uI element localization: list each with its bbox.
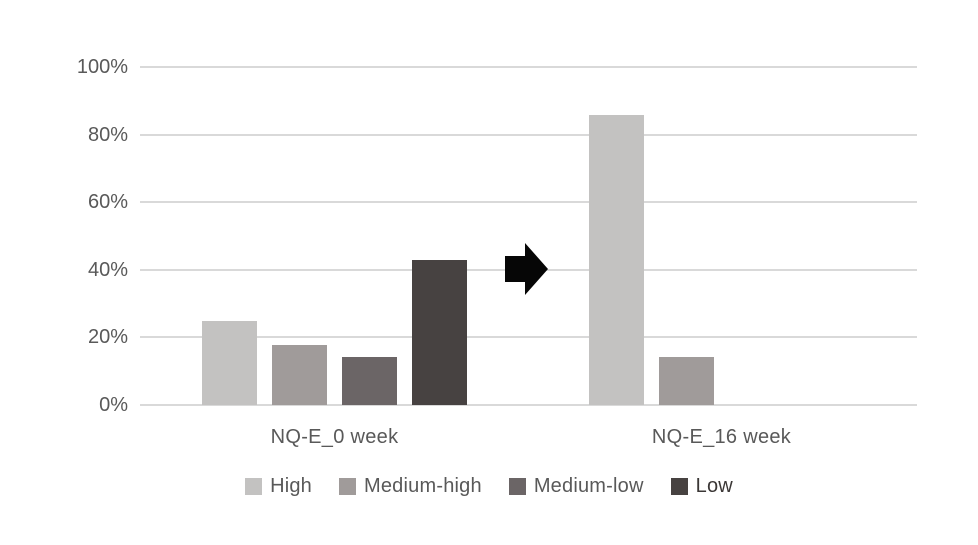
legend-item-high: High: [245, 475, 312, 498]
y-tick-label-40%: 40%: [87, 258, 128, 281]
y-tick-label-0%: 0%: [99, 394, 128, 416]
gridline-80%: [140, 133, 917, 136]
arrow-right-glyph: [505, 243, 548, 295]
y-tick-label-60%: 60%: [87, 191, 128, 214]
legend-swatch-high: [245, 478, 263, 495]
legend-item-low: Low: [670, 475, 733, 498]
bar-low-nq-e-0-week: [412, 260, 467, 405]
gridline-60%: [140, 201, 917, 204]
gridline-100%: [140, 66, 917, 68]
legend-swatch-medium-low: [508, 478, 526, 495]
legend-item-medium-low: Medium-low: [508, 475, 644, 498]
bar-medium-high-nq-e-16-week: [659, 356, 714, 405]
y-tick-label-80%: 80%: [87, 123, 128, 146]
legend-label-high: High: [270, 475, 312, 497]
bar-medium-low-nq-e-0-week: [342, 356, 397, 405]
y-tick-label-100%: 100%: [76, 56, 128, 78]
y-tick-label-20%: 20%: [87, 326, 128, 349]
legend-swatch-low: [670, 478, 688, 495]
plot-area: [140, 66, 917, 406]
legend-item-medium-high: Medium-high: [339, 475, 482, 498]
bar-high-nq-e-0-week: [202, 320, 257, 405]
legend-swatch-medium-high: [339, 478, 356, 495]
chart-legend: High Medium-high Medium-low Low: [0, 475, 978, 498]
x-category-label-0-week: NQ-E_0 week: [270, 426, 399, 448]
gridline-20%: [140, 336, 917, 339]
legend-label-low: Low: [695, 475, 733, 497]
gridline-0%: [140, 404, 917, 406]
bar-high-nq-e-16-week: [589, 115, 644, 405]
x-category-label-16-week: NQ-E_16 week: [651, 426, 792, 448]
legend-label-medium-low: Medium-low: [533, 475, 644, 497]
arrow-right-icon: [505, 243, 548, 295]
legend-label-medium-high: Medium-high: [364, 475, 482, 497]
bar-medium-high-nq-e-0-week: [272, 344, 327, 405]
